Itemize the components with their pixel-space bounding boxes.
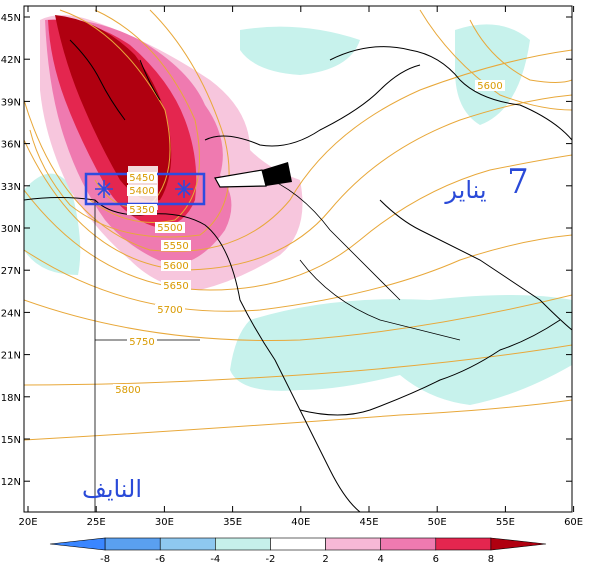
lat-tick-label: 21N — [1, 351, 21, 362]
anomaly-cold-region-east — [455, 24, 530, 125]
date-month: يناير — [444, 176, 486, 204]
borders — [94, 174, 461, 512]
contour-label: 5600 — [163, 261, 188, 272]
contour-label: 5650 — [163, 281, 188, 292]
lat-tick-label: 15N — [1, 435, 21, 446]
colorbar-segment — [490, 537, 547, 551]
anomaly-warm-level-8 — [55, 15, 172, 201]
anomaly-cold-region-west — [24, 173, 81, 275]
lon-tick-label: 60E — [564, 517, 583, 528]
contour-label: 5600 — [477, 81, 502, 92]
colorbar-tick-label: -2 — [265, 554, 275, 564]
colorbar: -8 -6 -4 -2 2 4 6 8 — [49, 537, 547, 564]
lat-tick-label: 30N — [1, 224, 21, 235]
snowflake-icon — [95, 180, 113, 198]
lat-tick-label: 33N — [1, 182, 21, 193]
contour-label: 5550 — [163, 241, 188, 252]
colorbar-segment — [270, 537, 326, 551]
contour-label-bg — [155, 222, 185, 233]
contour-label-bg — [127, 204, 157, 215]
contour-label-bg — [127, 172, 157, 183]
colorbar-segment — [435, 537, 492, 551]
lat-tick-label: 24N — [1, 308, 21, 319]
contour-label: 5450 — [129, 173, 154, 184]
contour-label-bg — [475, 80, 505, 91]
lon-tick-label: 55E — [496, 517, 515, 528]
lat-tick-label: 18N — [1, 393, 21, 404]
lon-tick-label: 25E — [87, 517, 106, 528]
lat-tick-label: 27N — [1, 266, 21, 277]
lat-tick-label: 36N — [1, 140, 21, 151]
colorbar-tick-label: 2 — [322, 554, 328, 564]
colorbar-segment — [325, 537, 381, 551]
colorbar-segment — [215, 537, 271, 551]
colorbar-segment — [49, 537, 106, 551]
snowflake-icon — [175, 180, 193, 198]
contour-label-bg — [161, 280, 191, 291]
lon-tick-label: 20E — [18, 517, 37, 528]
lon-tick-label: 35E — [223, 517, 242, 528]
contour-label: 5750 — [129, 337, 154, 348]
colorbar-tick-label: 4 — [377, 554, 383, 564]
pointer-hand-icon — [214, 162, 292, 188]
colorbar-tick-label: -8 — [100, 554, 110, 564]
lon-tick-label: 50E — [428, 517, 447, 528]
contour-label: 5700 — [157, 305, 182, 316]
colorbar-tick-label: 8 — [488, 554, 494, 564]
colorbar-segment — [104, 537, 161, 551]
lat-tick-label: 12N — [1, 477, 21, 488]
colorbar-tick-label: -6 — [155, 554, 165, 564]
longitude-axis: 20E 25E 30E 35E 40E 45E 50E 55E 60E — [18, 6, 583, 528]
colorbar-segment — [159, 537, 216, 551]
snowflake-icons — [95, 180, 193, 198]
contour-label: 5800 — [115, 385, 140, 396]
geopotential-contours — [24, 9, 572, 441]
colorbar-tick-label: 6 — [433, 554, 439, 564]
lat-tick-label: 45N — [1, 13, 21, 24]
lat-tick-label: 42N — [1, 55, 21, 66]
colorbar-segment — [380, 537, 437, 551]
latitude-axis: 45N 42N 39N 36N 33N 30N 27N 24N 21N 18N 15N 12N — [1, 13, 572, 488]
credit-label: النايف — [82, 475, 142, 503]
contour-label-bg — [113, 384, 143, 395]
contour-label-bg — [161, 240, 191, 251]
contour-label: 5400 — [129, 186, 154, 197]
colorbar-tick-label: -4 — [210, 554, 220, 564]
anomaly-cold-region-north — [240, 26, 360, 76]
lon-tick-label: 30E — [155, 517, 174, 528]
contour-label: 5500 — [157, 223, 182, 234]
date-number: 7 — [507, 162, 529, 202]
lon-tick-label: 40E — [291, 517, 310, 528]
lat-tick-label: 39N — [1, 97, 21, 108]
contour-label: 5350 — [129, 205, 154, 216]
anomaly-cold-region-arabia — [230, 295, 572, 405]
contour-label-bg — [127, 185, 157, 196]
plot-frame — [23, 5, 573, 513]
contour-label-bg — [127, 336, 157, 347]
contour-label-bg — [161, 260, 191, 271]
contour-label-bg — [155, 304, 185, 315]
lon-tick-label: 45E — [359, 517, 378, 528]
